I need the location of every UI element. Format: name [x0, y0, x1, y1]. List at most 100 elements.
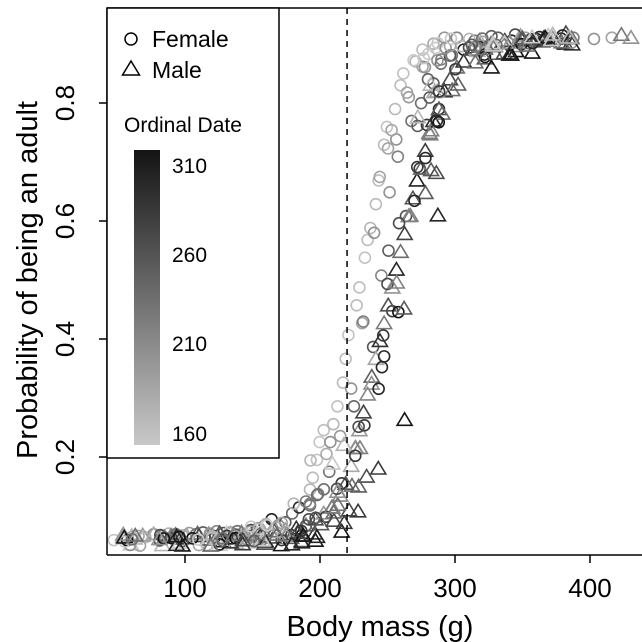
male-point: [282, 535, 301, 551]
female-point: [253, 528, 267, 541]
data-points: [107, 24, 640, 553]
female-point: [465, 38, 479, 52]
male-point: [233, 535, 252, 551]
colorbar-tick-210: 210: [172, 333, 207, 356]
male-point: [375, 314, 394, 330]
male-point: [268, 525, 287, 541]
male-point: [387, 261, 406, 276]
x-tick-label-200: 200: [298, 573, 341, 603]
female-point: [400, 86, 414, 99]
female-point: [355, 316, 369, 330]
male-point: [387, 273, 406, 289]
female-point: [125, 533, 139, 546]
legend-male-marker: [121, 59, 141, 76]
female-point: [237, 529, 251, 543]
female-point: [462, 41, 476, 54]
male-point: [126, 526, 145, 542]
male-point: [383, 278, 402, 294]
female-point: [356, 315, 370, 328]
male-point: [342, 457, 361, 473]
female-point: [358, 251, 372, 265]
female-point: [423, 91, 436, 104]
y-tick-label-0.4: 0.4: [50, 321, 80, 357]
female-point: [397, 67, 410, 80]
female-point: [381, 142, 395, 155]
female-point: [313, 435, 326, 449]
male-point: [454, 52, 473, 68]
female-point: [344, 382, 358, 395]
female-point: [320, 447, 333, 461]
female-point: [411, 119, 424, 133]
male-point: [513, 29, 532, 45]
male-point: [391, 243, 410, 259]
female-point: [342, 328, 355, 342]
female-point: [414, 96, 428, 110]
male-point: [416, 142, 435, 157]
female-point: [444, 32, 458, 45]
female-point: [449, 62, 462, 76]
female-point: [304, 454, 317, 467]
male-point: [466, 53, 485, 69]
y-tick-label-0.6: 0.6: [50, 203, 80, 239]
y-axis-label: Probability of being an adult: [12, 101, 44, 459]
male-point: [523, 28, 541, 44]
legend-male-label: Male: [152, 57, 202, 83]
x-axis: 100 200 300 400 Body mass (g): [163, 555, 612, 642]
colorbar: [134, 150, 160, 445]
colorbar-tick-260: 260: [172, 244, 207, 267]
male-point: [362, 368, 381, 383]
female-point: [432, 115, 446, 129]
legend: Female Male Ordinal Date 310 260 210 160: [106, 7, 280, 459]
female-point: [302, 513, 316, 526]
male-point: [523, 44, 542, 59]
female-point: [330, 482, 344, 496]
female-point: [375, 269, 388, 282]
male-point: [543, 25, 562, 41]
male-point: [395, 411, 414, 427]
female-point: [476, 32, 489, 45]
female-point: [372, 382, 385, 396]
male-point: [332, 523, 351, 538]
female-point: [327, 417, 340, 431]
x-tick-label-300: 300: [433, 573, 476, 603]
female-point: [244, 520, 258, 533]
male-point: [167, 536, 186, 552]
female-point: [435, 53, 448, 66]
male-point: [282, 529, 301, 545]
female-point: [605, 31, 619, 45]
female-point: [336, 376, 350, 389]
legend-female-label: Female: [152, 26, 229, 52]
female-point: [417, 51, 431, 65]
female-point: [252, 522, 266, 536]
y-tick-label-0.8: 0.8: [50, 85, 80, 121]
female-point: [350, 298, 363, 312]
male-point: [428, 206, 447, 222]
male-point: [349, 502, 368, 518]
male-point: [334, 436, 353, 452]
male-point: [308, 528, 326, 544]
male-point: [484, 36, 503, 52]
male-point: [208, 530, 227, 546]
female-point: [419, 151, 432, 165]
female-point: [432, 85, 446, 98]
male-point: [328, 483, 347, 498]
male-point: [395, 225, 414, 241]
female-point: [388, 102, 402, 116]
male-point: [441, 70, 459, 86]
female-point: [385, 123, 398, 137]
female-point: [348, 449, 362, 463]
female-point: [361, 233, 374, 247]
female-point: [445, 49, 459, 62]
female-point: [353, 281, 366, 294]
x-tick-label-400: 400: [568, 573, 611, 603]
female-point: [303, 497, 317, 511]
y-tick-label-0.2: 0.2: [50, 439, 80, 475]
colorbar-tick-310: 310: [172, 155, 207, 178]
female-point: [287, 497, 301, 510]
male-point: [408, 108, 427, 124]
male-point: [500, 46, 519, 62]
male-point: [560, 29, 579, 44]
female-point: [430, 114, 444, 128]
male-point: [358, 385, 377, 401]
male-point: [354, 403, 373, 419]
